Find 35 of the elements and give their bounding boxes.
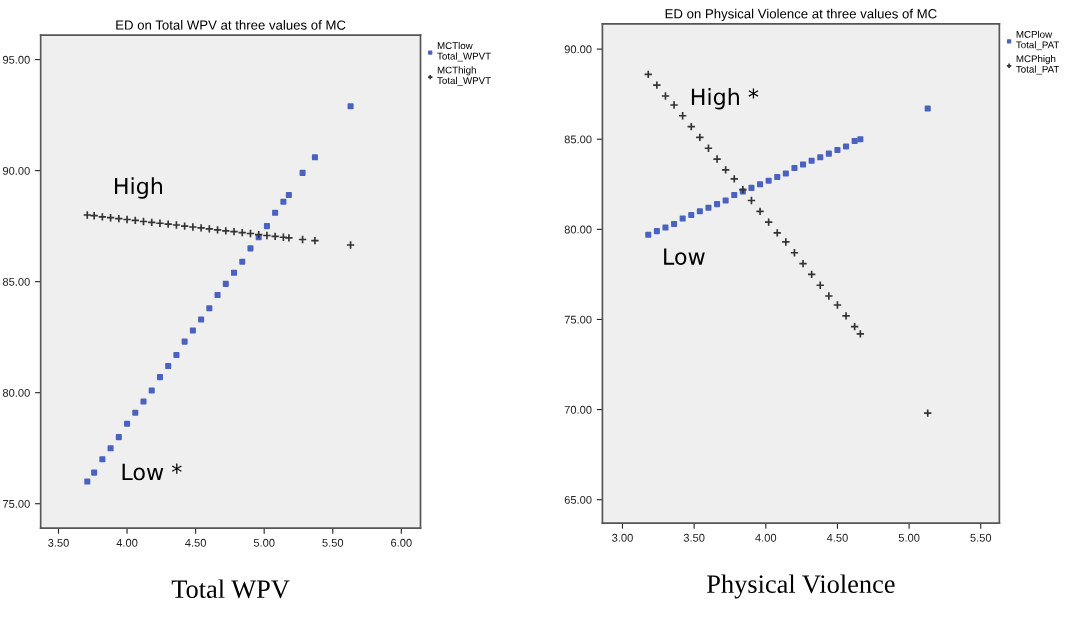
y-tick-label: 95.00: [2, 55, 30, 64]
x-tick-label: 6.00: [391, 538, 412, 547]
legend-label: MCPlow Total_PAT: [1016, 30, 1060, 51]
x-tick-label: 4.00: [755, 533, 777, 542]
y-tick-label: 70.00: [564, 405, 592, 414]
legend-label: MCPhigh Total_PAT: [1016, 55, 1060, 75]
x-axis-title: Total WPV: [171, 579, 290, 599]
y-tick-label: 80.00: [564, 225, 592, 234]
y-tick-label: 75.00: [564, 315, 592, 324]
x-tick-label: 5.00: [253, 538, 275, 547]
x-tick-label: 3.50: [683, 533, 705, 542]
y-tick-label: 85.00: [564, 135, 592, 144]
y-tick-label: 75.00: [3, 499, 30, 508]
y-tick-label: 85.00: [2, 277, 30, 286]
y-tick-label: 65.00: [564, 495, 592, 504]
annotation: Low *: [122, 463, 182, 481]
chart-title: ED on Total WPV at three values of MC: [116, 20, 346, 30]
annotation: Low: [664, 248, 705, 265]
x-tick-label: 5.00: [898, 533, 920, 542]
x-tick-label: 5.50: [322, 538, 344, 547]
x-tick-label: 3.50: [48, 538, 69, 547]
x-axis-title: Physical Violence: [707, 574, 895, 599]
x-tick-label: 4.50: [826, 533, 848, 542]
x-tick-label: 5.50: [970, 533, 992, 542]
annotation: High *: [691, 88, 759, 110]
y-tick-label: 90.00: [564, 45, 592, 54]
legend-label: MCThigh Total_WPVT: [437, 66, 491, 86]
y-tick-label: 80.00: [2, 388, 30, 397]
x-tick-label: 3.00: [612, 533, 633, 542]
legend-label: MCTlow Total_WPVT: [437, 41, 491, 62]
chart-title: ED on Physical Violence at three values of MC: [665, 8, 937, 22]
x-tick-label: 4.50: [185, 538, 206, 547]
y-tick-label: 90.00: [2, 166, 30, 175]
annotation: High: [115, 177, 163, 199]
x-tick-label: 4.00: [116, 538, 138, 547]
